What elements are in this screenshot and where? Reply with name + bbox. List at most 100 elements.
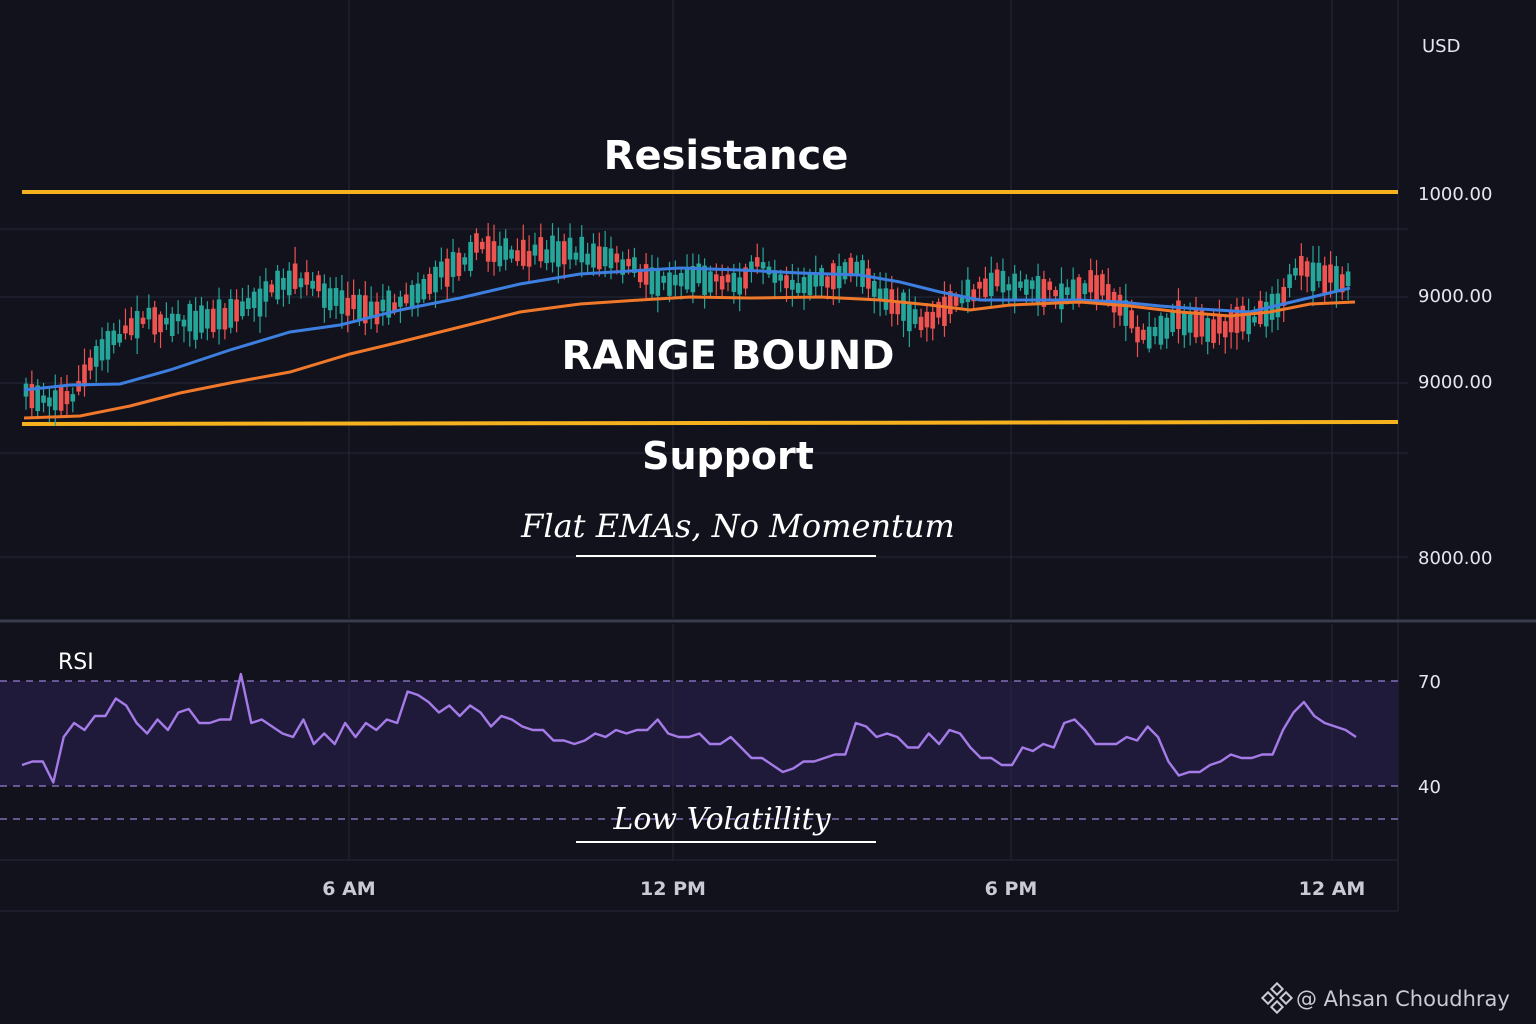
candle-205 (1222, 315, 1228, 354)
candle-46 (292, 246, 298, 295)
price-tick-1: 1000.00 (1418, 184, 1492, 205)
candle-217 (1293, 258, 1298, 280)
candle-116 (702, 258, 707, 309)
rsi-title: RSI (58, 650, 94, 675)
candle-160 (959, 280, 965, 308)
candle-136 (819, 264, 824, 297)
candle-101 (614, 245, 620, 275)
candle-112 (678, 269, 684, 300)
candle-161 (965, 267, 971, 314)
candle-25 (169, 306, 175, 343)
candle-145 (871, 272, 877, 314)
candle-86 (526, 235, 532, 281)
candle-128 (772, 259, 778, 298)
candle-190 (1135, 315, 1140, 358)
candle-41 (263, 268, 269, 318)
candle-68 (421, 274, 427, 303)
candle-11 (88, 349, 93, 380)
rsi-pane: RSI 70 40 Low Volatillity (0, 624, 1441, 861)
candle-222 (1322, 256, 1327, 305)
candle-8 (70, 387, 76, 413)
candle-69 (427, 267, 432, 300)
candle-64 (398, 290, 403, 324)
candle-67 (415, 272, 421, 317)
candle-79 (485, 223, 491, 272)
candle-162 (971, 284, 976, 310)
candle-20 (140, 311, 146, 329)
candle-204 (1217, 299, 1222, 345)
candle-114 (690, 253, 696, 304)
candle-61 (380, 284, 386, 326)
candle-44 (281, 268, 286, 307)
candle-93 (567, 223, 573, 270)
price-tick-2: 9000.00 (1418, 286, 1492, 307)
candle-107 (649, 254, 655, 299)
candle-18 (129, 306, 134, 341)
candle-105 (637, 264, 643, 289)
candle-163 (977, 276, 982, 299)
candle-45 (286, 262, 292, 305)
candle-26 (175, 300, 181, 335)
candle-184 (1100, 269, 1105, 303)
candle-181 (1082, 280, 1088, 301)
rsi-annotation: Low Volatillity (612, 802, 831, 837)
candle-141 (848, 253, 854, 283)
candle-95 (579, 225, 585, 278)
candle-170 (1018, 270, 1023, 291)
candle-28 (187, 300, 193, 347)
candle-216 (1287, 263, 1292, 298)
candle-91 (556, 227, 561, 284)
candle-207 (1234, 298, 1240, 350)
rsi-series (21, 672, 1357, 784)
candle-149 (895, 287, 900, 326)
support-line (21, 420, 1399, 426)
candle-140 (842, 259, 848, 285)
candle-31 (205, 301, 210, 341)
candle-218 (1299, 243, 1304, 291)
candle-66 (409, 280, 415, 317)
candle-71 (439, 247, 444, 290)
candle-34 (222, 303, 228, 340)
candle-156 (936, 298, 941, 325)
candle-62 (386, 285, 391, 325)
price-tick-3: 9000.00 (1418, 372, 1492, 393)
candle-196 (1170, 303, 1175, 337)
candle-203 (1211, 310, 1216, 349)
ema-fast-line (23, 266, 1351, 392)
candle-47 (298, 272, 304, 299)
candle-53 (333, 277, 339, 319)
candle-139 (836, 253, 842, 303)
candle-201 (1199, 304, 1205, 345)
candle-219 (1304, 257, 1310, 293)
candle-215 (1281, 278, 1287, 323)
candle-36 (234, 289, 239, 333)
candle-81 (497, 231, 503, 272)
candle-174 (1041, 270, 1047, 316)
candle-77 (474, 228, 479, 261)
candle-212 (1263, 291, 1269, 338)
candle-85 (520, 224, 526, 270)
range-bound-label: RANGE BOUND (562, 333, 895, 379)
candle-144 (866, 259, 871, 300)
candle-43 (275, 265, 280, 305)
candle-54 (339, 274, 345, 329)
candle-96 (585, 242, 590, 275)
rsi-tick-70: 70 (1418, 672, 1441, 693)
candle-124 (749, 255, 754, 283)
candle-70 (433, 260, 438, 309)
candle-99 (602, 230, 608, 278)
candle-125 (754, 243, 760, 274)
time-tick-6pm: 6 PM (985, 878, 1038, 900)
candle-115 (696, 254, 702, 287)
candle-150 (901, 289, 906, 338)
candle-111 (673, 260, 678, 298)
candle-97 (591, 233, 596, 276)
candle-194 (1158, 312, 1164, 350)
candle-32 (210, 299, 216, 338)
candle-40 (257, 276, 263, 333)
candle-14 (105, 322, 111, 373)
candle-157 (942, 281, 947, 337)
candle-6 (58, 377, 64, 416)
candle-65 (403, 282, 409, 307)
